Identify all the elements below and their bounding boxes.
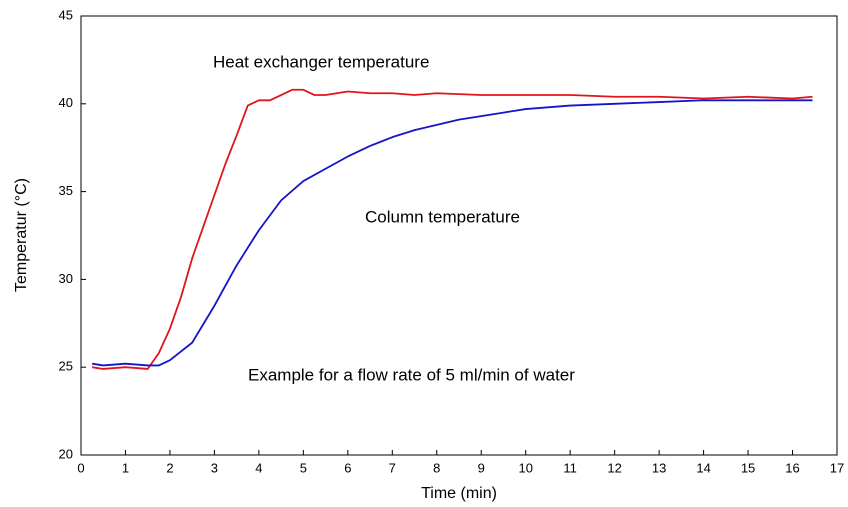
y-tick-label: 20 <box>59 446 73 461</box>
x-tick-label: 13 <box>652 460 666 475</box>
x-tick-label: 5 <box>300 460 307 475</box>
x-tick-label: 15 <box>741 460 755 475</box>
annotation: Heat exchanger temperature <box>213 52 429 71</box>
y-tick-label: 25 <box>59 359 73 374</box>
x-axis-label: Time (min) <box>421 485 497 502</box>
x-tick-label: 1 <box>122 460 129 475</box>
y-axis-label: Temperatur (°C) <box>13 178 30 292</box>
x-tick-label: 0 <box>77 460 84 475</box>
series-line <box>91 99 813 367</box>
annotation: Example for a flow rate of 5 ml/min of w… <box>248 365 575 384</box>
plot-frame <box>80 15 838 456</box>
annotation: Column temperature <box>365 207 520 226</box>
x-tick-label: 6 <box>344 460 351 475</box>
x-tick-label: 17 <box>830 460 844 475</box>
x-tick-label: 12 <box>607 460 621 475</box>
series-line <box>91 88 813 370</box>
x-tick-label: 9 <box>478 460 485 475</box>
x-tick-label: 11 <box>563 460 577 475</box>
x-tick-label: 4 <box>255 460 262 475</box>
y-tick-label: 30 <box>59 271 73 286</box>
x-tick-label: 14 <box>696 460 710 475</box>
y-tick-label: 40 <box>59 95 73 110</box>
x-tick-label: 7 <box>389 460 396 475</box>
x-tick-label: 3 <box>211 460 218 475</box>
x-tick-label: 8 <box>433 460 440 475</box>
y-tick-label: 35 <box>59 183 73 198</box>
y-tick-label: 45 <box>59 7 73 22</box>
x-tick-label: 10 <box>518 460 532 475</box>
x-tick-label: 16 <box>785 460 799 475</box>
x-tick-label: 2 <box>166 460 173 475</box>
